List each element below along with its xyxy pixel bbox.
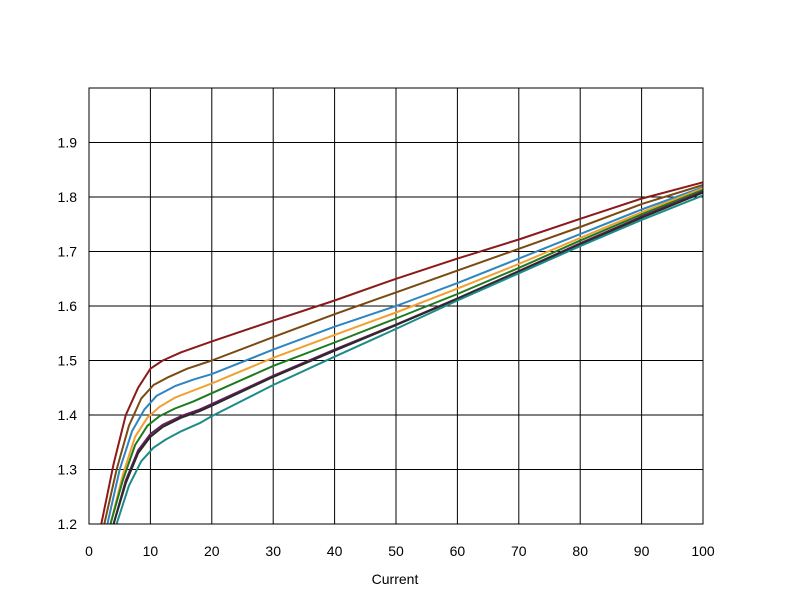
- series-group: [100, 181, 704, 525]
- series-line-2: [103, 184, 704, 525]
- x-tick-label: 70: [511, 543, 527, 559]
- y-tick-label: 1.5: [58, 353, 78, 369]
- x-tick-labels: 0 10 20 30 40 50 60 70 80 90 100: [85, 543, 715, 559]
- x-tick-label: 100: [691, 543, 715, 559]
- x-tick-label: 30: [265, 543, 281, 559]
- y-tick-labels: 1.2 1.3 1.4 1.5 1.6 1.7 1.8 1.9: [58, 135, 78, 533]
- x-axis-title: Current: [372, 571, 419, 587]
- plot-frame: [88, 87, 704, 525]
- x-tick-label: 40: [327, 543, 343, 559]
- x-tick-label: 10: [143, 543, 159, 559]
- x-tick-label: 0: [85, 543, 93, 559]
- y-tick-label: 1.4: [58, 407, 78, 423]
- x-tick-label: 60: [450, 543, 466, 559]
- series-line-7: [112, 191, 704, 525]
- x-tick-label: 90: [634, 543, 650, 559]
- y-tick-label: 1.7: [58, 244, 78, 260]
- series-line-8: [115, 194, 704, 525]
- x-tick-label: 20: [204, 543, 220, 559]
- y-tick-label: 1.9: [58, 135, 78, 151]
- x-tick-label: 50: [388, 543, 404, 559]
- y-tick-label: 1.8: [58, 189, 78, 205]
- series-line-1: [100, 181, 704, 525]
- y-tick-label: 1.6: [58, 298, 78, 314]
- series-line-4: [109, 187, 704, 525]
- y-tick-label: 1.3: [58, 462, 78, 478]
- series-line-5: [109, 188, 704, 525]
- series-line-3: [106, 186, 704, 525]
- x-tick-label: 80: [572, 543, 588, 559]
- y-tick-label: 1.2: [58, 516, 78, 532]
